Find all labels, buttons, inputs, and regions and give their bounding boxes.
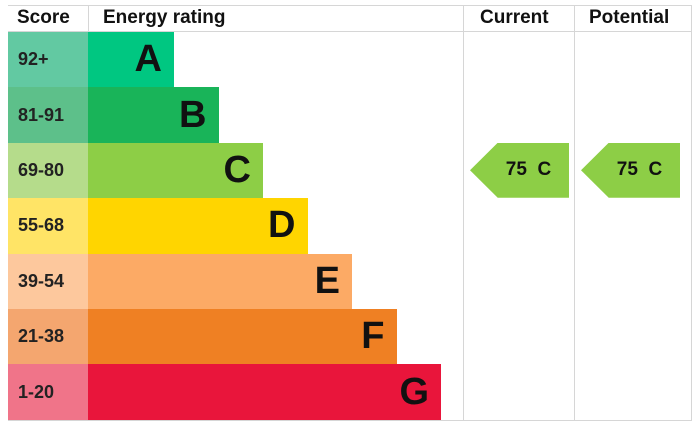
bottom-border [8,420,692,421]
band-bar-a: A [88,32,174,88]
band-bar-e: E [88,253,352,309]
potential-rating-arrow: 75 C [581,142,680,198]
score-cell-g: 1-20 [8,364,88,420]
band-letter: B [179,93,207,136]
header-energy-rating: Energy rating [103,7,226,28]
score-cell-e: 39-54 [8,253,88,309]
header-divider [8,31,691,32]
band-letter: G [399,370,429,413]
right-border [691,5,692,420]
header-current: Current [480,7,549,28]
band-bar-f: F [88,309,397,365]
score-cell-f: 21-38 [8,309,88,365]
score-cell-c: 69-80 [8,142,88,199]
col-divider [463,5,464,420]
score-cell-a: 92+ [8,32,88,88]
band-bar-b: B [88,87,219,143]
header-score: Score [17,7,70,28]
col-divider [88,5,89,32]
current-rating-label: 75 C [505,159,552,181]
top-border [8,5,691,6]
header-potential: Potential [589,7,670,28]
band-letter: C [223,148,251,191]
col-divider [574,5,575,420]
band-bar-g: G [88,364,441,420]
potential-rating-label: 75 C [616,159,663,181]
band-bar-d: D [88,198,308,254]
score-cell-d: 55-68 [8,198,88,254]
current-rating-arrow: 75 C [470,142,569,198]
score-cell-b: 81-91 [8,87,88,143]
band-letter: F [361,315,385,358]
band-bar-c: C [88,142,263,199]
band-letter: E [314,259,340,302]
band-letter: A [134,38,162,81]
band-letter: D [268,204,296,247]
